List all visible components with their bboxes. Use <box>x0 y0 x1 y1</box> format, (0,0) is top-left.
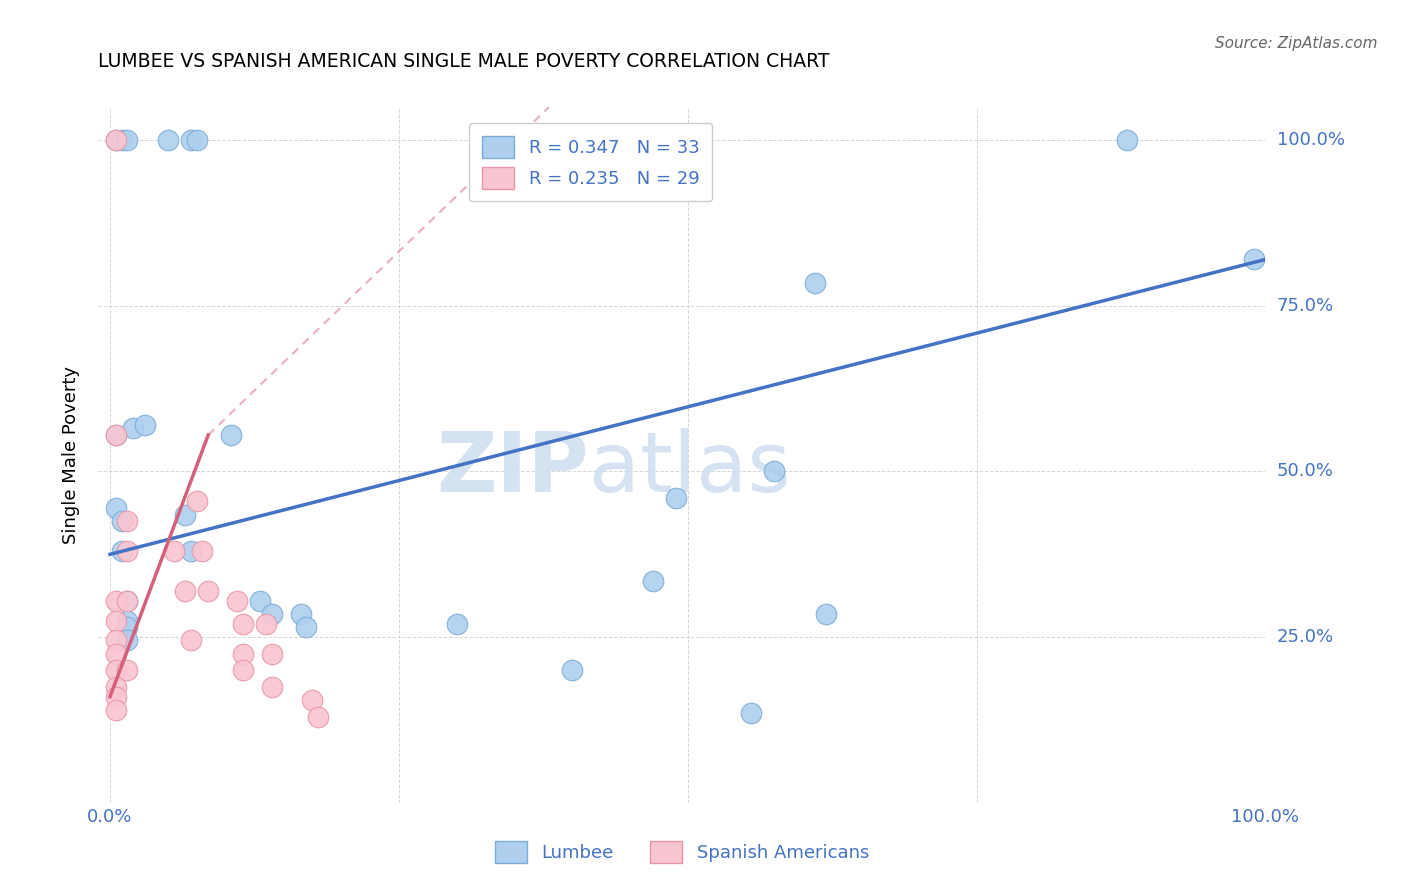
Point <box>117 620 139 634</box>
Text: 25.0%: 25.0% <box>1277 628 1334 646</box>
Point <box>104 133 127 147</box>
Point <box>307 709 329 723</box>
Text: 100.0%: 100.0% <box>1277 131 1344 149</box>
Point <box>232 647 254 661</box>
Text: ZIP: ZIP <box>436 428 589 509</box>
Point <box>117 593 139 607</box>
Point <box>260 647 283 661</box>
Point <box>260 607 283 621</box>
Point <box>295 620 318 634</box>
Point <box>804 276 827 290</box>
Point <box>122 421 145 435</box>
Point <box>110 133 132 147</box>
Text: Source: ZipAtlas.com: Source: ZipAtlas.com <box>1215 36 1378 51</box>
Point <box>104 428 127 442</box>
Y-axis label: Single Male Poverty: Single Male Poverty <box>62 366 80 544</box>
Point <box>117 633 139 648</box>
Text: LUMBEE VS SPANISH AMERICAN SINGLE MALE POVERTY CORRELATION CHART: LUMBEE VS SPANISH AMERICAN SINGLE MALE P… <box>98 53 830 71</box>
Point <box>197 583 219 598</box>
Point <box>446 616 468 631</box>
Legend: Lumbee, Spanish Americans: Lumbee, Spanish Americans <box>488 834 876 871</box>
Point <box>117 544 139 558</box>
Point <box>254 616 277 631</box>
Point <box>249 593 271 607</box>
Point <box>180 633 202 648</box>
Point <box>104 703 127 717</box>
Point <box>110 544 132 558</box>
Point <box>763 465 786 479</box>
Point <box>260 680 283 694</box>
Point <box>104 680 127 694</box>
Point <box>104 593 127 607</box>
Point <box>117 614 139 628</box>
Point <box>156 133 179 147</box>
Point <box>191 544 214 558</box>
Point <box>104 690 127 704</box>
Point <box>134 418 156 433</box>
Point <box>174 508 197 522</box>
Point <box>665 491 688 505</box>
Text: atlas: atlas <box>589 428 790 509</box>
Point <box>110 514 132 528</box>
Point <box>740 706 762 721</box>
Point <box>180 544 202 558</box>
Point <box>117 514 139 528</box>
Point <box>117 663 139 677</box>
Point <box>641 574 664 588</box>
Text: 50.0%: 50.0% <box>1277 462 1333 481</box>
Point <box>174 583 197 598</box>
Point <box>162 544 184 558</box>
Point <box>104 647 127 661</box>
Point <box>815 607 838 621</box>
Point <box>1243 252 1265 267</box>
Point <box>232 616 254 631</box>
Point <box>226 593 249 607</box>
Point <box>117 593 139 607</box>
Point <box>232 663 254 677</box>
Text: 75.0%: 75.0% <box>1277 297 1334 315</box>
Point <box>104 428 127 442</box>
Point <box>221 428 243 442</box>
Point <box>104 133 127 147</box>
Point <box>104 500 127 515</box>
Point <box>561 663 583 677</box>
Point <box>117 133 139 147</box>
Point <box>104 633 127 648</box>
Point <box>186 494 208 508</box>
Point <box>301 693 323 707</box>
Point <box>290 607 312 621</box>
Point <box>186 133 208 147</box>
Point <box>180 133 202 147</box>
Point <box>104 663 127 677</box>
Point <box>104 614 127 628</box>
Point <box>1115 133 1137 147</box>
